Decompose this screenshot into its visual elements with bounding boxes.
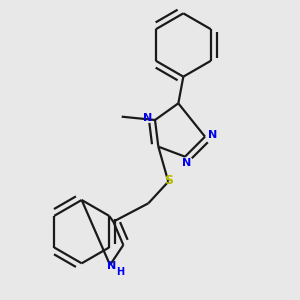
Text: N: N [208, 130, 217, 140]
Text: N: N [107, 261, 116, 271]
Text: N: N [182, 158, 191, 168]
Text: S: S [164, 175, 173, 188]
Text: N: N [143, 113, 152, 123]
Text: H: H [116, 267, 124, 277]
